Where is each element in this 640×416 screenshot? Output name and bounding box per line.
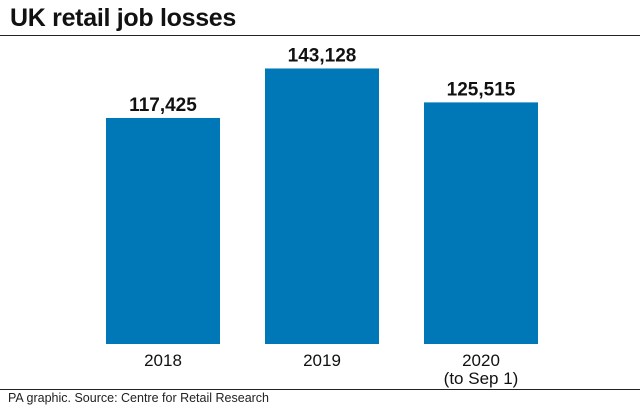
chart-title: UK retail job losses [10,4,237,32]
source-credit: PA graphic. Source: Centre for Retail Re… [8,391,270,405]
x-tick-label-0: 2018 [144,351,182,370]
bar-chart: 117,425 2018 143,128 2019 125,515 2020(to Sep… [106,45,538,388]
title-divider [0,35,640,36]
bar-0 [106,117,220,344]
value-label-1: 143,128 [288,45,357,66]
x-tick-label-2-line-1: (to Sep 1) [444,369,519,388]
bar-1 [265,68,379,344]
value-label-2: 125,515 [447,79,516,100]
value-label-0: 117,425 [129,95,197,116]
x-tick-label-1: 2019 [303,351,341,370]
bar-2 [424,102,538,344]
x-tick-label-2-line-0: 2020 [462,351,500,370]
footer-divider [0,389,640,390]
